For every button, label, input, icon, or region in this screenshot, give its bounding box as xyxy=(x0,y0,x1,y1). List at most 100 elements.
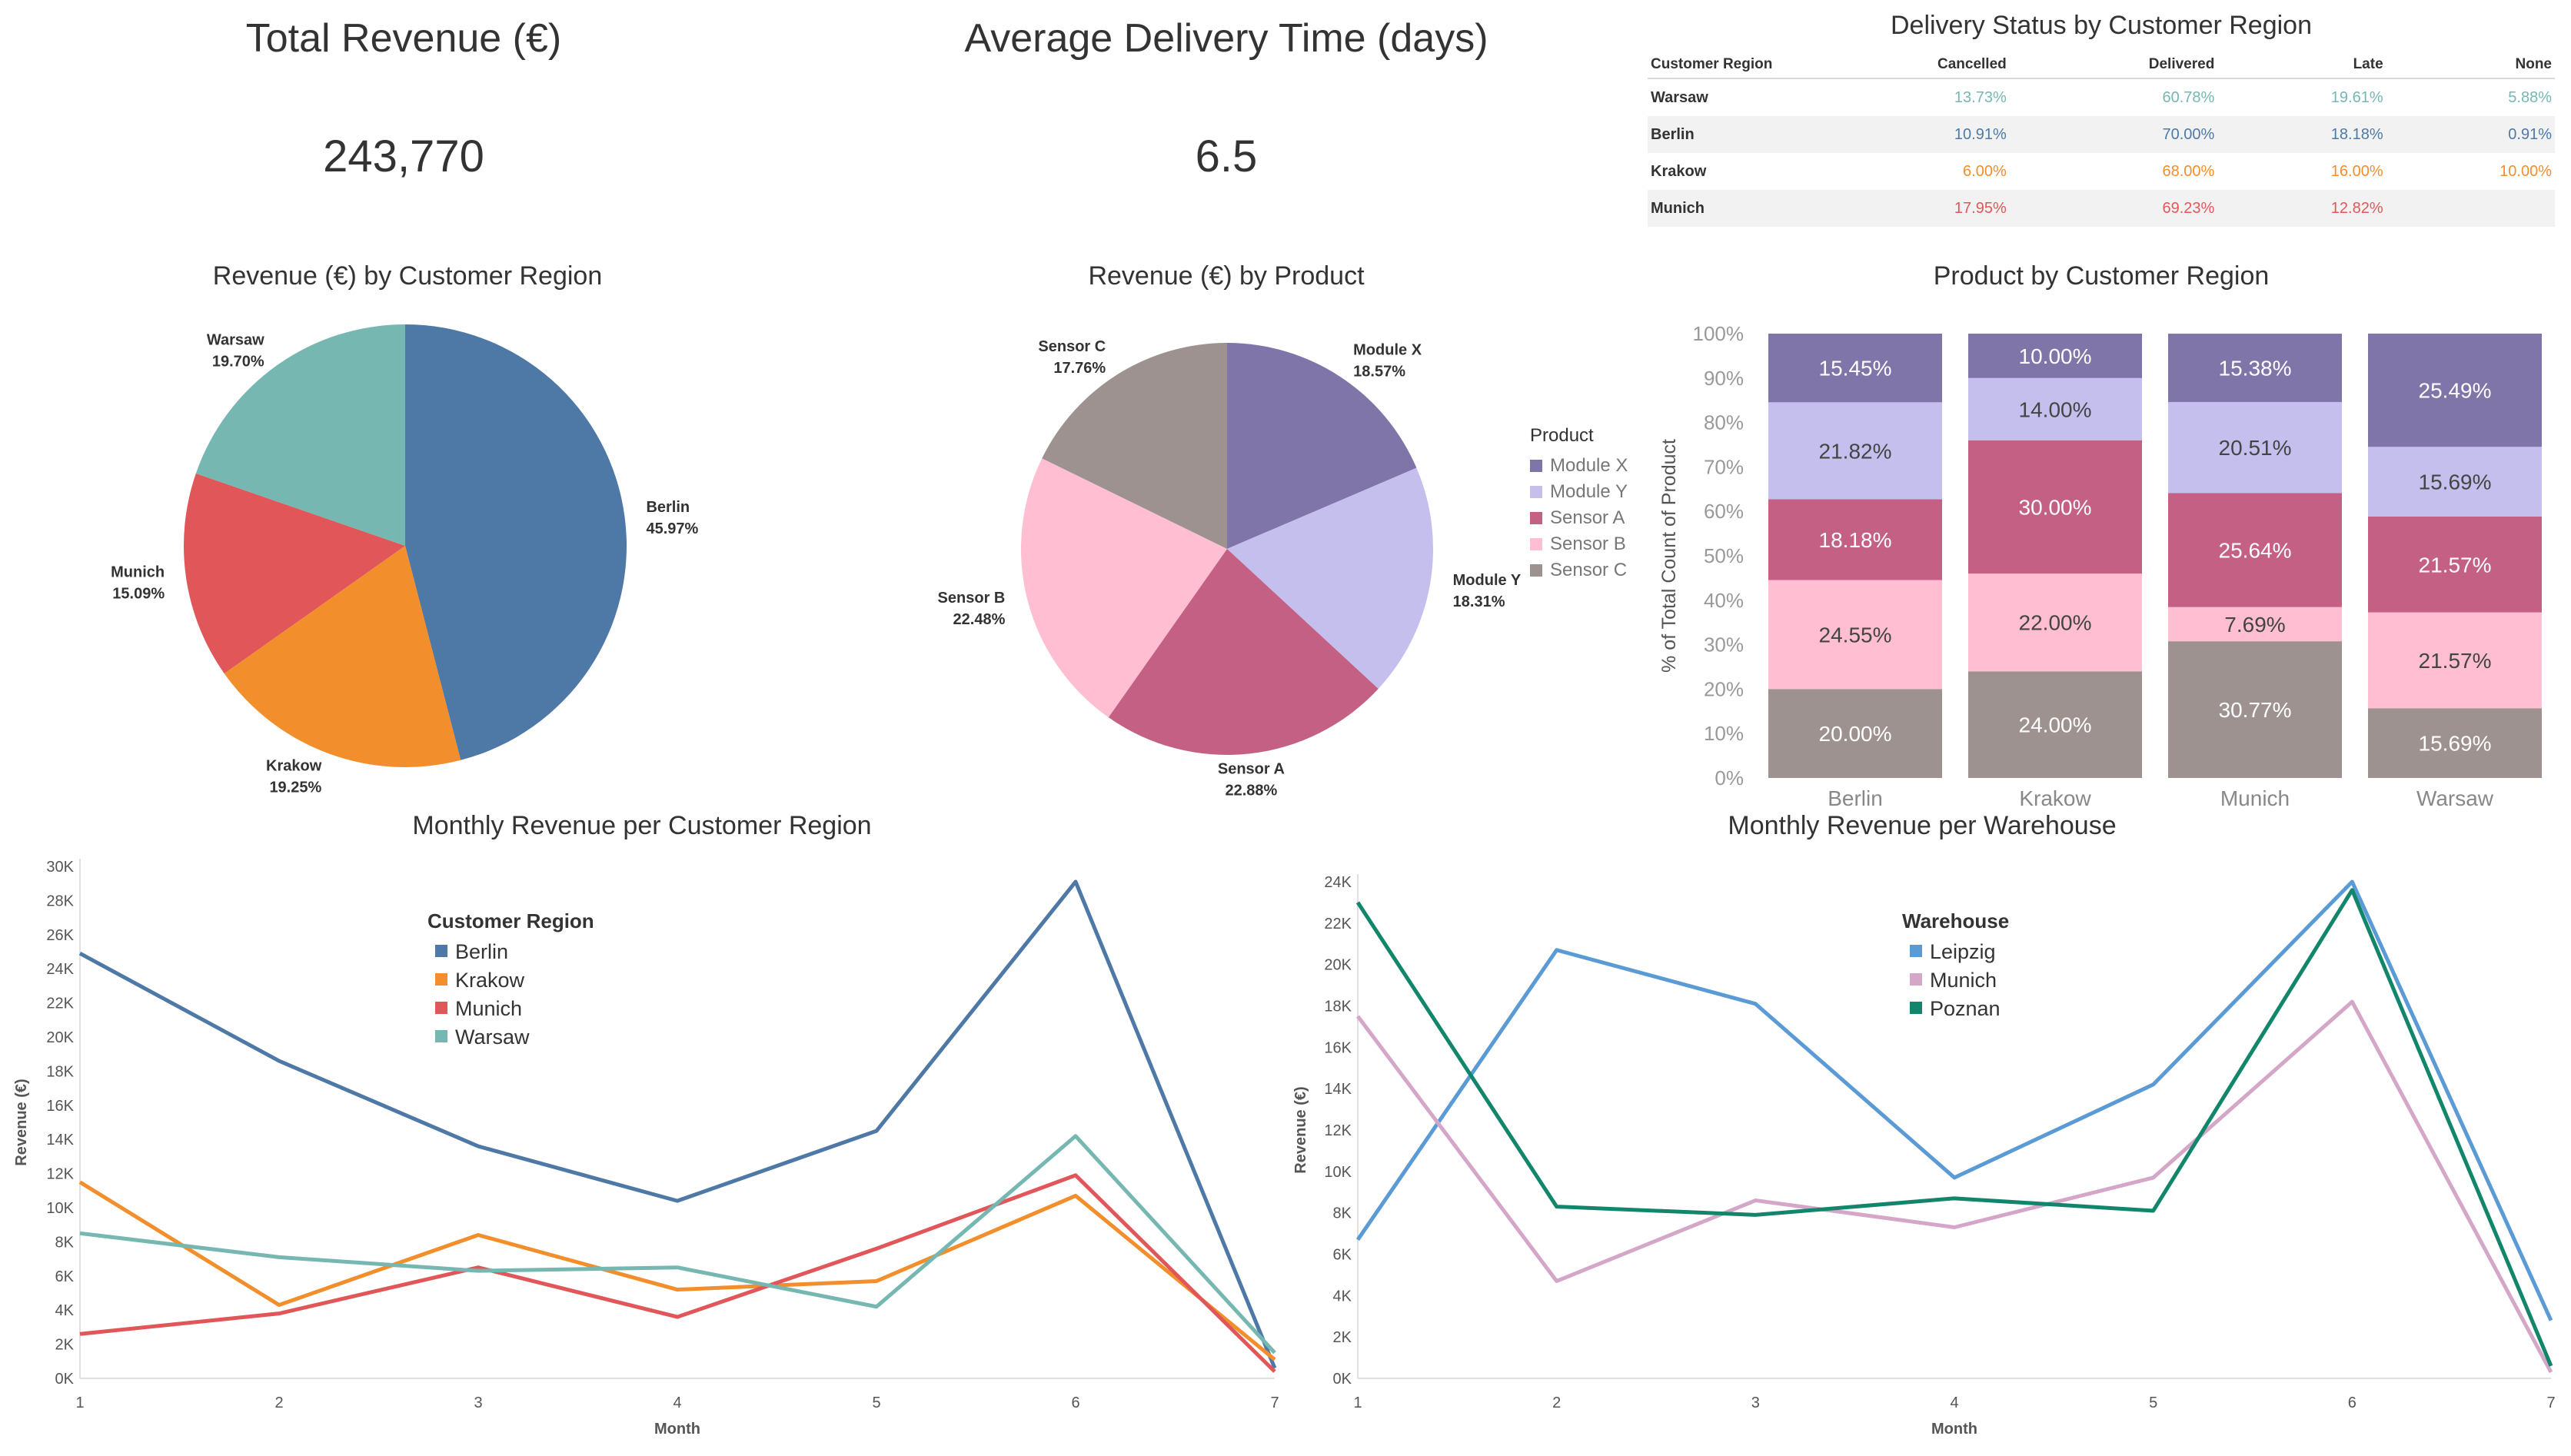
y-tick-label: 60% xyxy=(1704,500,1744,523)
stacked-bar-chart: 0% 10% 20% 30% 40% 50% 60% 70% 80% 90% 100% % of To… xyxy=(1658,322,2542,810)
row-region-label: Munich xyxy=(1648,190,1792,227)
x-tick-label: Berlin xyxy=(1828,786,1883,810)
kpi-avg-delivery-time: Average Delivery Time (days) 6.5 xyxy=(807,0,1645,231)
y-axis-title: Revenue (€) xyxy=(1292,1086,1309,1173)
table-cell: 0.91% xyxy=(2386,116,2555,153)
x-tick-label: 1 xyxy=(1353,1395,1362,1411)
bar-data-label: 25.49% xyxy=(2419,379,2492,403)
y-tick-label: 28K xyxy=(46,893,74,909)
legend-item: Sensor A xyxy=(1550,507,1625,528)
pie-slice-warsaw xyxy=(195,324,405,546)
delivery-status-table: Customer Region Cancelled Delivered Late… xyxy=(1648,52,2555,227)
legend-swatch xyxy=(1530,564,1542,577)
y-tick-label: 10% xyxy=(1704,722,1744,745)
pie-slice-module-y xyxy=(1227,467,1433,689)
pie-label: Module Y xyxy=(1453,572,1522,589)
bar-data-label: 15.45% xyxy=(1819,357,1892,381)
pie-percent-label: 45.97% xyxy=(646,520,698,537)
y-tick-label: 90% xyxy=(1704,367,1744,390)
pie-slice-sensor-c xyxy=(1042,343,1227,549)
pie-product-chart: Module X 18.57% Module Y 18.31% Sensor A 22.8… xyxy=(938,338,1628,799)
x-tick-label: 7 xyxy=(1270,1395,1279,1411)
chart-title: Revenue (€) by Customer Region xyxy=(212,261,603,291)
bar-segment xyxy=(2368,516,2542,613)
line-warehouse-chart: 0K 2K 4K 6K 8K 10K 12K 14K 16K 18K 20K 22K 24K 1 2 3 4 5 6… xyxy=(1292,874,2556,1438)
pie-product-panel: Revenue (€) by Product Module X 18.57% Mod… xyxy=(815,261,1645,815)
bar-data-label: 14.00% xyxy=(2019,397,2092,421)
x-tick-label: Krakow xyxy=(2019,786,2091,810)
bar-segment xyxy=(1768,402,1942,500)
y-tick-label: 8K xyxy=(55,1234,75,1251)
bar-segment xyxy=(1968,377,2142,440)
table-cell: 13.73% xyxy=(1954,88,2007,106)
bar-segment xyxy=(2368,447,2542,517)
y-tick-label: 0K xyxy=(55,1371,75,1388)
bar-segment xyxy=(1968,573,2142,672)
y-tick-label: 6K xyxy=(1333,1247,1352,1264)
pie-label: Sensor A xyxy=(1218,760,1285,777)
pie-slice-sensor-b xyxy=(1021,458,1227,718)
pie-label: Module X xyxy=(1353,341,1422,358)
legend-item: Sensor B xyxy=(1550,534,1626,554)
bar-data-label: 25.64% xyxy=(2219,539,2292,563)
table-cell: 16.00% xyxy=(2330,162,2383,180)
delivery-status-table-panel: Delivery Status by Customer Region Custo… xyxy=(1648,11,2555,227)
x-tick-label: 5 xyxy=(872,1395,880,1411)
bar-segment xyxy=(2168,641,2342,778)
table-cell: 10.00% xyxy=(2499,162,2552,180)
bar-data-label: 15.69% xyxy=(2419,732,2492,756)
line-region-chart: 0K 2K 4K 6K 8K 10K 12K 14K 16K 18K 20K 22K 24K 26K 28K… xyxy=(13,859,1279,1438)
legend-title: Product xyxy=(1530,425,1594,446)
legend-item: Munich xyxy=(455,997,522,1020)
y-tick-label: 10K xyxy=(46,1200,74,1217)
pie-region-panel: Revenue (€) by Customer Region Berlin 45.… xyxy=(0,261,815,815)
table-cell: 69.23% xyxy=(2009,190,2218,227)
table-cell: 6.00% xyxy=(1963,162,2007,180)
kpi-value: 6.5 xyxy=(1195,131,1258,181)
chart-title: Product by Customer Region xyxy=(1933,261,2270,291)
pie-percent-label: 15.09% xyxy=(112,585,165,602)
series-line-poznan xyxy=(1355,888,2553,1367)
kpi-value: 243,770 xyxy=(323,131,484,181)
kpi-title: Total Revenue (€) xyxy=(245,16,562,61)
legend-item: Sensor C xyxy=(1550,560,1627,580)
legend-item: Leipzig xyxy=(1930,940,1996,963)
bar-data-label: 24.00% xyxy=(2019,713,2092,737)
y-tick-label: 16K xyxy=(46,1098,74,1115)
legend-swatch xyxy=(435,973,447,986)
y-tick-label: 18K xyxy=(46,1063,74,1080)
bar-data-label: 15.69% xyxy=(2419,470,2492,494)
legend-swatch xyxy=(435,1030,447,1042)
y-tick-label: 40% xyxy=(1704,589,1744,612)
bar-data-label: 21.57% xyxy=(2419,649,2492,673)
bar-segment xyxy=(1768,334,1942,403)
legend-swatch xyxy=(1530,486,1542,498)
legend-title: Customer Region xyxy=(427,909,594,932)
y-tick-label: 12K xyxy=(1324,1122,1352,1139)
legend-swatch xyxy=(435,945,447,957)
bar-data-label: 15.38% xyxy=(2219,357,2292,381)
series-line-leipzig xyxy=(1355,879,2553,1321)
chart-title: Monthly Revenue per Customer Region xyxy=(412,811,872,840)
series-line-berlin xyxy=(78,879,1277,1369)
series-line-krakow xyxy=(78,1180,1276,1361)
table-row: Warsaw 13.73% 60.78% 19.61% 5.88% xyxy=(1648,78,2555,116)
table-row: Krakow 6.00% 68.00% 16.00% 10.00% xyxy=(1648,153,2555,190)
legend-swatch xyxy=(1530,512,1542,524)
pie-percent-label: 17.76% xyxy=(1053,360,1106,377)
bar-segment xyxy=(1968,440,2142,574)
table-cell: 17.95% xyxy=(1792,190,2010,227)
column-header: Cancelled xyxy=(1792,52,2010,79)
kpi-total-revenue: Total Revenue (€) 243,770 xyxy=(0,0,807,231)
x-tick-label: 4 xyxy=(673,1395,681,1411)
table-cell: 68.00% xyxy=(2162,162,2215,180)
bar-segment xyxy=(2368,708,2542,778)
bar-segment xyxy=(2368,333,2542,447)
bar-data-label: 20.51% xyxy=(2219,436,2292,460)
x-axis-title: Month xyxy=(654,1421,700,1438)
bar-data-label: 18.18% xyxy=(1819,528,1892,552)
bar-data-label: 20.00% xyxy=(1819,722,1892,746)
kpi-title: Average Delivery Time (days) xyxy=(964,16,1488,61)
table-header-row: Customer Region Cancelled Delivered Late… xyxy=(1648,52,2555,79)
y-tick-label: 22K xyxy=(46,996,74,1012)
